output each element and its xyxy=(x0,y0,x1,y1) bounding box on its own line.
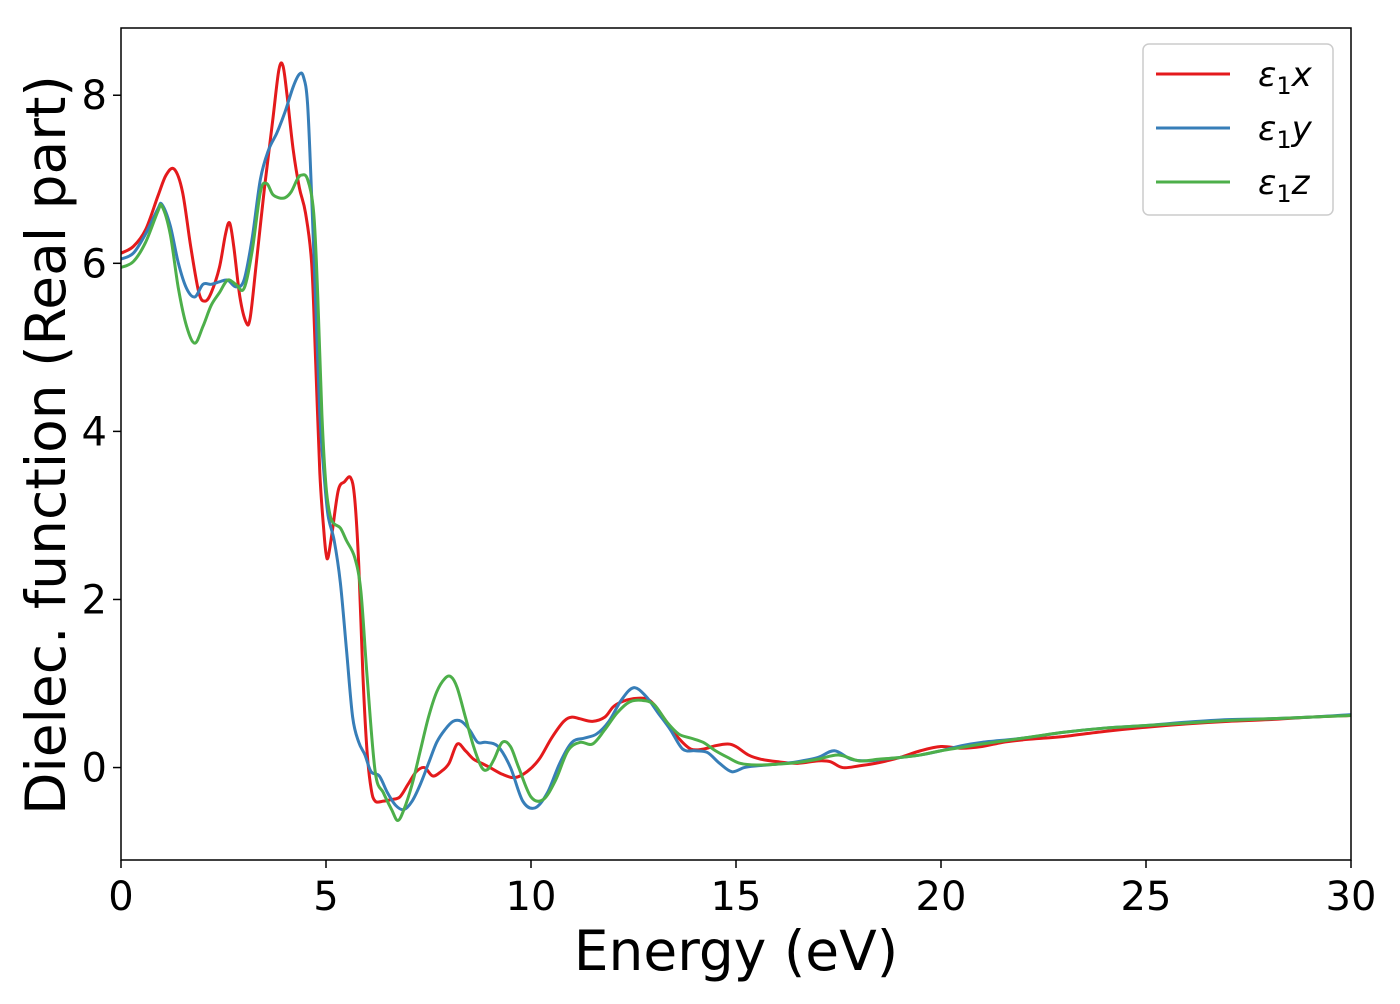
x-tick-label: 25 xyxy=(1121,874,1172,920)
series-group xyxy=(121,61,1351,822)
legend-item-x: ε1x xyxy=(1156,55,1313,100)
x-tick-label: 0 xyxy=(108,874,133,920)
y-tick-label: 2 xyxy=(82,577,107,623)
x-tick-label: 30 xyxy=(1326,874,1377,920)
x-axis-title: Energy (eV) xyxy=(574,919,898,983)
y-tick-label: 8 xyxy=(82,73,107,119)
axes-layer: 0 5 10 15 20 25 30 0 2 4 6 8 xyxy=(82,27,1377,920)
x-tick-label: 5 xyxy=(313,874,338,920)
legend-box xyxy=(1142,43,1334,216)
series-layer xyxy=(121,61,1351,822)
series-line-x xyxy=(121,61,1351,804)
y-tick-label: 6 xyxy=(82,241,107,287)
series-line-z xyxy=(121,173,1351,822)
x-tick-label: 10 xyxy=(506,874,557,920)
legend-item-y: ε1y xyxy=(1156,109,1313,154)
x-tick-label: 20 xyxy=(916,874,967,920)
y-tick-label: 0 xyxy=(82,746,107,792)
y-tick-label: 4 xyxy=(82,409,107,455)
legend-label: ε1x xyxy=(1258,55,1313,100)
legend-label: ε1y xyxy=(1258,109,1313,154)
legend: ε1x ε1y ε1z xyxy=(1142,43,1334,216)
x-tick-label: 15 xyxy=(711,874,762,920)
legend-label: ε1z xyxy=(1258,163,1311,208)
y-axis-title: Dielec. function (Real part) xyxy=(14,75,78,815)
legend-item-z: ε1z xyxy=(1156,163,1311,208)
